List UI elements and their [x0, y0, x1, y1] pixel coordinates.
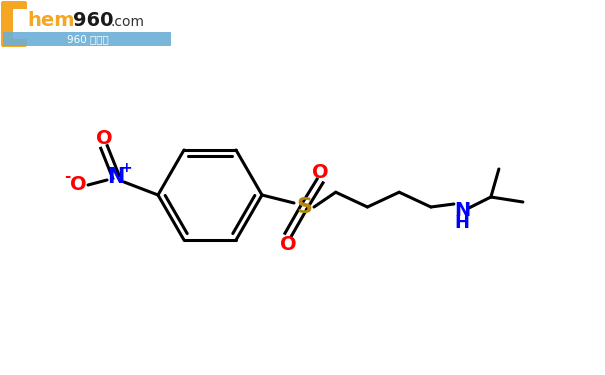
- Text: .com: .com: [110, 15, 144, 29]
- Text: H: H: [454, 214, 469, 232]
- Text: O: O: [312, 164, 329, 183]
- Text: N: N: [107, 167, 125, 187]
- FancyBboxPatch shape: [1, 1, 27, 47]
- Text: O: O: [280, 236, 296, 255]
- Text: +: +: [120, 161, 132, 175]
- Text: 960 化工网: 960 化工网: [67, 34, 109, 44]
- Bar: [3, 32, 171, 46]
- Text: -: -: [64, 168, 70, 183]
- Text: N: N: [454, 201, 470, 220]
- Text: O: O: [70, 176, 87, 195]
- Text: 960: 960: [73, 10, 114, 30]
- Text: hem: hem: [27, 10, 74, 30]
- Text: O: O: [96, 129, 113, 149]
- FancyBboxPatch shape: [13, 9, 29, 39]
- Text: S: S: [296, 197, 312, 217]
